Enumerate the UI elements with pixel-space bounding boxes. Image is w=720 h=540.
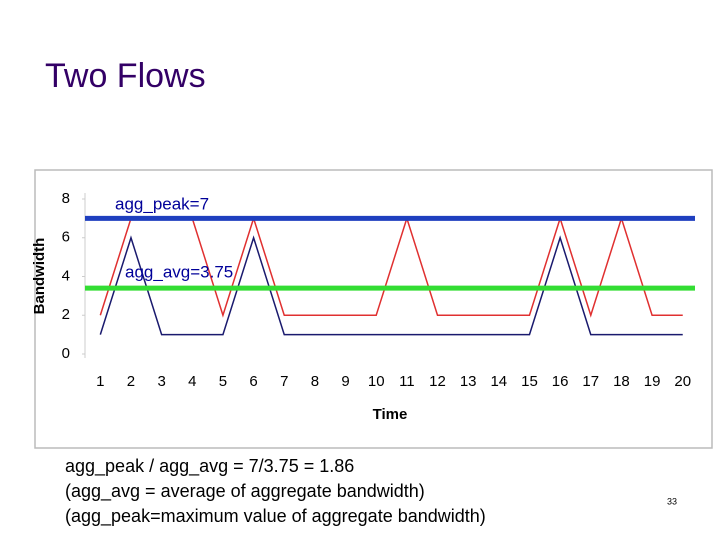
x-tick-label: 18 [613,373,630,390]
x-tick-label: 2 [127,373,135,390]
x-tick-label: 3 [157,373,165,390]
note: agg_peak / agg_avg = 7/3.75 = 1.86 [65,456,354,477]
y-axis-label: Bandwidth [31,238,48,315]
x-tick-label: 9 [341,373,349,390]
y-tick-label: 2 [62,306,70,323]
series-line [99,235,683,336]
slide-title: Two Flows [45,57,206,95]
y-tick-label: 6 [62,229,70,246]
x-tick-label: 13 [460,373,477,390]
x-tick-label: 8 [311,373,319,390]
x-tick-label: 20 [674,373,691,390]
x-tick-label: 6 [249,373,257,390]
note: (agg_avg = average of aggregate bandwidt… [65,481,425,502]
x-tick-label: 4 [188,373,196,390]
x-tick-label: 17 [582,373,599,390]
x-tick-label: 10 [368,373,385,390]
page-number: 33 [667,496,677,506]
note: (agg_peak=maximum value of aggregate ban… [65,506,486,527]
x-tick-label: 12 [429,373,446,390]
y-tick-label: 8 [62,190,70,207]
series-line [99,215,683,318]
x-axis-label: Time [373,406,408,423]
reference-label: agg_peak=7 [115,194,209,213]
x-tick-label: 19 [644,373,661,390]
reference-label: agg_avg=3.75 [125,262,233,281]
x-tick-label: 15 [521,373,538,390]
x-tick-label: 1 [96,373,104,390]
x-tick-label: 5 [219,373,227,390]
x-tick-label: 11 [399,373,415,390]
y-tick-label: 4 [62,267,70,284]
y-tick-label: 0 [62,345,70,362]
x-tick-label: 16 [552,373,569,390]
x-tick-label: 7 [280,373,288,390]
x-tick-label: 14 [490,373,507,390]
